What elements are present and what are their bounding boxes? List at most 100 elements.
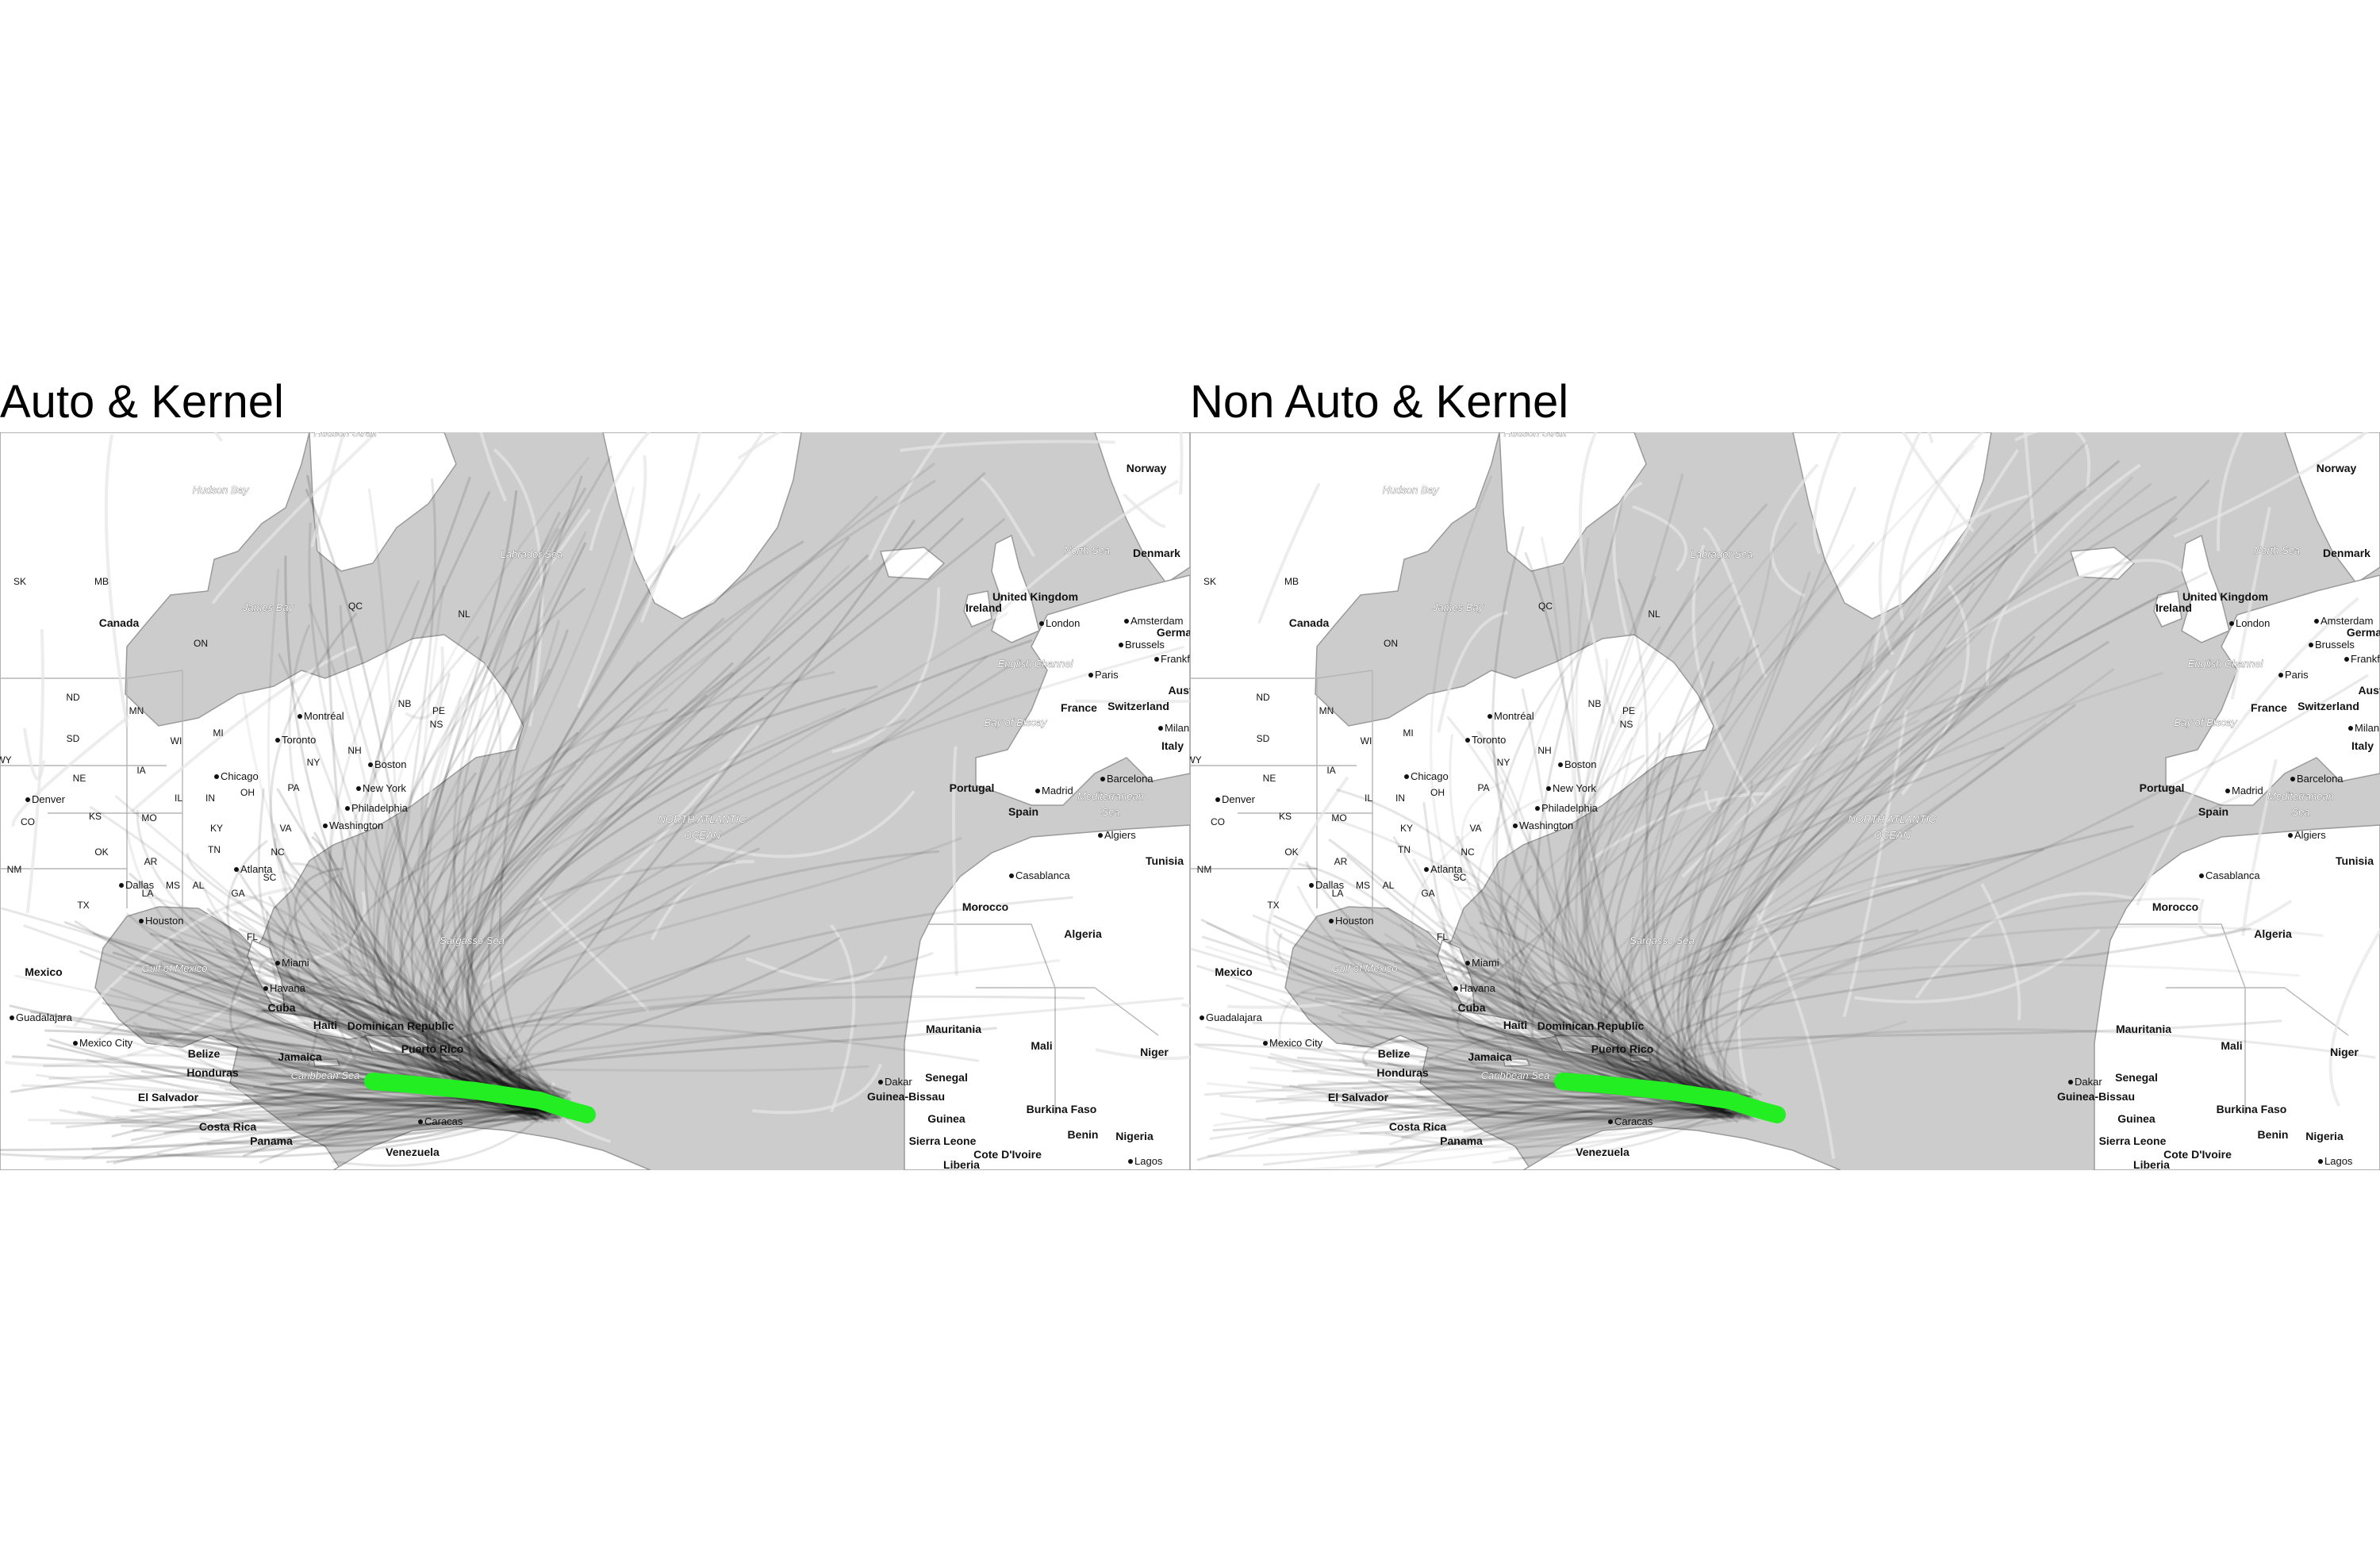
storm-track: [1288, 1084, 1732, 1123]
landmass: [1630, 1054, 1651, 1062]
country-label-honduras: Honduras: [186, 1066, 239, 1079]
city-dot: [275, 961, 280, 965]
storm-track: [1484, 1065, 1732, 1115]
storm-track: [1552, 644, 1760, 1099]
state-label-fl: FL: [1437, 931, 1448, 942]
city-dot: [345, 806, 350, 811]
storm-track: [1437, 964, 1738, 1115]
storm-track: [90, 1096, 551, 1127]
storm-track: [1376, 990, 1750, 1101]
historical-track: [1579, 432, 1616, 725]
storm-track: [466, 861, 736, 1096]
state-label-nc: NC: [271, 846, 285, 858]
city-dot: [1453, 986, 1458, 991]
state-label-pa: PA: [1477, 782, 1489, 793]
citie-label-caracas: Caracas: [1614, 1115, 1653, 1127]
storm-track: [65, 1100, 562, 1129]
country-label-norway: Norway: [1127, 462, 1167, 474]
storm-track: [1352, 1087, 1726, 1121]
country-label-guinea-bissau: Guinea-Bissau: [2057, 1090, 2135, 1103]
state-label-ok: OK: [1284, 846, 1298, 858]
city-dot: [1535, 806, 1540, 811]
citie-label-chicago: Chicago: [221, 770, 259, 782]
citie-label-algiers: Algiers: [2294, 829, 2326, 841]
historical-track: [211, 432, 379, 605]
state-label-ky: KY: [1400, 823, 1413, 834]
storm-track: [1687, 635, 2036, 1103]
city-dot: [73, 1041, 78, 1046]
country-label-belize: Belize: [1378, 1047, 1411, 1060]
country-label-portugal: Portugal: [950, 781, 995, 794]
city-dot: [2318, 1159, 2323, 1164]
state-label-va: VA: [279, 823, 291, 834]
storm-track: [420, 480, 936, 1105]
storm-track: [1479, 921, 1736, 1110]
storm-track: [241, 693, 568, 1108]
storm-track: [1580, 543, 1856, 1114]
citie-label-amsterdam: Amsterdam: [2320, 615, 2373, 627]
storm-track: [225, 1088, 553, 1108]
storm-track: [1431, 1106, 1738, 1124]
storm-track: [145, 895, 566, 1122]
water-label-ocean: OCEAN: [684, 829, 721, 841]
historical-track: [694, 790, 916, 858]
storm-track: [14, 974, 533, 1098]
citie-label-frankfurt: Frankfurt: [1161, 653, 1190, 665]
storm-track: [305, 489, 560, 1098]
storm-track: [92, 932, 553, 1116]
city-dot: [2278, 673, 2283, 678]
citie-label-atlanta: Atlanta: [240, 863, 273, 875]
state-label-pa: PA: [287, 782, 299, 793]
storm-track: [1580, 658, 1726, 1121]
storm-track: [389, 772, 547, 1120]
landmass: [2070, 547, 2136, 580]
storm-track: [1367, 1020, 1752, 1107]
citie-label-toronto: Toronto: [1472, 734, 1506, 746]
storm-track: [253, 1085, 551, 1116]
storm-track: [1267, 1056, 1734, 1104]
country-label-ireland: Ireland: [2155, 601, 2192, 614]
water-label-north-atlantic: NORTH ATLANTIC: [1848, 813, 1937, 825]
storm-track: [1513, 905, 1725, 1100]
storm-track: [1205, 945, 1754, 1104]
storm-track: [1599, 732, 1726, 1115]
water-label-ocean: OCEAN: [1874, 829, 1911, 841]
landmass: [1190, 432, 1714, 1170]
storm-track: [1491, 1037, 1742, 1100]
city-dot: [25, 797, 30, 802]
citie-label-new-york: New York: [363, 782, 406, 794]
state-label-mo: MO: [1331, 812, 1346, 823]
historical-track: [1871, 494, 2029, 671]
country-label-costa-rica: Costa Rica: [1389, 1120, 1447, 1133]
storm-track: [1699, 696, 1975, 1116]
storm-track: [498, 562, 573, 1107]
storm-track: [21, 1084, 536, 1115]
storm-track: [1676, 544, 2016, 1109]
storm-track: [1492, 1101, 1746, 1164]
country-label-denmark: Denmark: [2323, 547, 2370, 559]
storm-track: [132, 1107, 539, 1134]
historical-track: [1704, 790, 1722, 812]
storm-track: [1431, 1112, 1744, 1123]
storm-track: [282, 849, 539, 1123]
state-label-ns: NS: [1620, 719, 1633, 730]
storm-track: [399, 478, 536, 1115]
storm-track: [1530, 981, 1749, 1109]
storm-track: [443, 697, 764, 1106]
country-label-senegal: Senegal: [925, 1071, 968, 1084]
storm-track: [352, 491, 541, 1107]
storm-track: [328, 580, 538, 1110]
storm-track: [468, 639, 1032, 1111]
state-label-qc: QC: [348, 601, 363, 612]
storm-track: [35, 1073, 551, 1103]
storm-track: [1375, 1100, 1746, 1169]
storm-track: [321, 933, 534, 1101]
state-label-nd: ND: [1256, 692, 1270, 703]
country-label-mauritania: Mauritania: [926, 1023, 981, 1035]
state-label-tn: TN: [1398, 844, 1411, 855]
storm-track: [420, 935, 750, 1105]
country-label-ireland: Ireland: [965, 601, 1002, 614]
historical-track: [482, 724, 760, 985]
city-dot: [2314, 619, 2319, 624]
storm-track: [1303, 1107, 1741, 1138]
